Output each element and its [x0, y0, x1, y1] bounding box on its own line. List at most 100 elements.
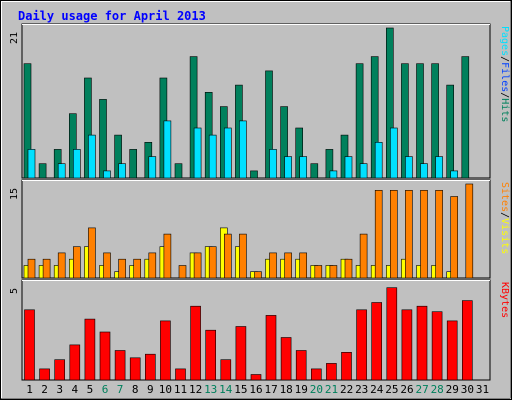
x-label-day-23: 23 [355, 383, 368, 396]
x-label-day-6: 6 [102, 383, 109, 396]
bar-pages-day-28 [435, 156, 443, 179]
bar-sites-day-3 [57, 252, 66, 279]
bar-kbytes-day-28 [431, 311, 443, 381]
bar-pages-day-12 [193, 127, 202, 179]
bar-kbytes-day-4 [69, 344, 81, 381]
bar-pages-day-4 [73, 149, 81, 179]
x-label-day-14: 14 [219, 383, 233, 396]
x-label-day-8: 8 [132, 383, 139, 396]
bar-pages-day-23 [359, 163, 368, 179]
x-label-day-26: 26 [400, 383, 413, 396]
bar-sites-day-20 [314, 265, 323, 279]
bar-kbytes-day-9 [145, 353, 156, 381]
bar-sites-day-9 [148, 252, 157, 279]
x-label-day-18: 18 [280, 383, 293, 396]
bar-kbytes-day-30 [461, 300, 473, 381]
bar-kbytes-day-11 [175, 368, 186, 381]
bar-pages-day-17 [269, 149, 277, 179]
bar-kbytes-day-1 [24, 309, 35, 381]
bar-kbytes-day-7 [114, 350, 126, 381]
bar-hits-day-19 [295, 127, 304, 179]
bar-sites-day-18 [284, 252, 292, 279]
bar-pages-day-13 [208, 134, 217, 179]
bar-kbytes-day-29 [446, 320, 458, 381]
x-label-day-28: 28 [431, 383, 444, 396]
x-axis-labels: 1 2 3 4 5 6 7 8 9 10 11 12 13 14 15 16 17 18 19 20 21 22 23 24 2… [26, 383, 489, 396]
bar-kbytes-day-12 [190, 305, 201, 381]
bar-sites-day-23 [359, 233, 368, 279]
bar-sites-day-19 [299, 252, 308, 279]
bar-kbytes-day-6 [99, 331, 111, 381]
y-max-label: 5 [9, 288, 20, 294]
bar-pages-day-18 [284, 156, 292, 179]
legend-entry-bottom-0: KBytes [499, 282, 510, 318]
x-label-day-10: 10 [159, 383, 172, 396]
bar-hits-day-27 [416, 63, 424, 179]
bar-pages-day-15 [239, 120, 247, 179]
bar-pages-day-7 [118, 163, 126, 179]
bar-pages-day-6 [103, 170, 111, 179]
bar-hits-day-24 [370, 56, 379, 179]
x-label-day-7: 7 [117, 383, 124, 396]
bar-kbytes-day-22 [341, 351, 352, 381]
x-label-day-9: 9 [147, 383, 154, 396]
bar-kbytes-day-16 [250, 374, 262, 381]
bar-sites-day-8 [133, 258, 141, 279]
x-label-day-22: 22 [340, 383, 353, 396]
bar-hits-day-29 [446, 84, 455, 179]
bar-pages-day-21 [329, 170, 338, 179]
bar-pages-day-10 [163, 120, 172, 179]
x-label-day-4: 4 [71, 383, 78, 396]
bar-sites-day-16 [254, 271, 262, 279]
x-label-day-15: 15 [234, 383, 247, 396]
x-label-day-2: 2 [41, 383, 48, 396]
bar-kbytes-day-19 [295, 350, 307, 381]
bar-sites-day-4 [73, 246, 81, 279]
bar-kbytes-day-27 [416, 305, 428, 381]
bar-kbytes-day-25 [386, 287, 398, 381]
y-max-label: 15 [9, 188, 20, 200]
bar-hits-day-28 [431, 63, 439, 179]
chart-title: Daily usage for April 2013 [18, 9, 206, 23]
bar-sites-day-29 [450, 196, 459, 279]
bar-sites-day-1 [27, 258, 36, 279]
bar-sites-day-5 [88, 227, 96, 279]
x-label-day-17: 17 [264, 383, 277, 396]
bar-hits-day-26 [401, 63, 409, 179]
x-label-day-11: 11 [174, 383, 187, 396]
bar-sites-day-14 [224, 233, 232, 279]
x-label-day-19: 19 [295, 383, 308, 396]
x-label-day-12: 12 [189, 383, 202, 396]
bar-pages-day-3 [57, 163, 66, 179]
bar-pages-day-19 [299, 156, 308, 179]
x-label-day-16: 16 [249, 383, 262, 396]
legend-entry-middle-2: Visits [499, 218, 510, 254]
bar-sites-day-7 [118, 258, 126, 279]
bar-kbytes-day-21 [326, 363, 337, 381]
legend-entry-top-3: / [499, 92, 510, 98]
x-label-day-13: 13 [204, 383, 217, 396]
panel-kbytes: 5 KBytes [9, 279, 510, 381]
panel-visits_sites: 15 Sites/Visits [9, 179, 510, 279]
bar-kbytes-day-24 [371, 302, 383, 381]
x-label-day-3: 3 [56, 383, 63, 396]
bar-kbytes-day-23 [356, 309, 367, 381]
bar-sites-day-25 [389, 190, 398, 279]
bar-hits-day-16 [250, 170, 258, 179]
bar-kbytes-day-26 [401, 309, 413, 381]
bar-pages-day-1 [27, 149, 36, 179]
x-label-day-1: 1 [26, 383, 33, 396]
bar-kbytes-day-13 [205, 329, 216, 381]
bar-hits-day-7 [114, 134, 122, 179]
bar-hits-day-4 [69, 113, 77, 179]
bar-sites-day-17 [269, 252, 277, 279]
bar-sites-day-21 [329, 265, 338, 279]
bar-hits-day-25 [385, 27, 394, 179]
bar-pages-day-5 [88, 134, 96, 179]
bar-hits-day-23 [355, 63, 364, 179]
bar-pages-day-9 [148, 156, 157, 179]
bar-hits-day-17 [265, 70, 273, 179]
bar-hits-day-6 [99, 99, 107, 179]
